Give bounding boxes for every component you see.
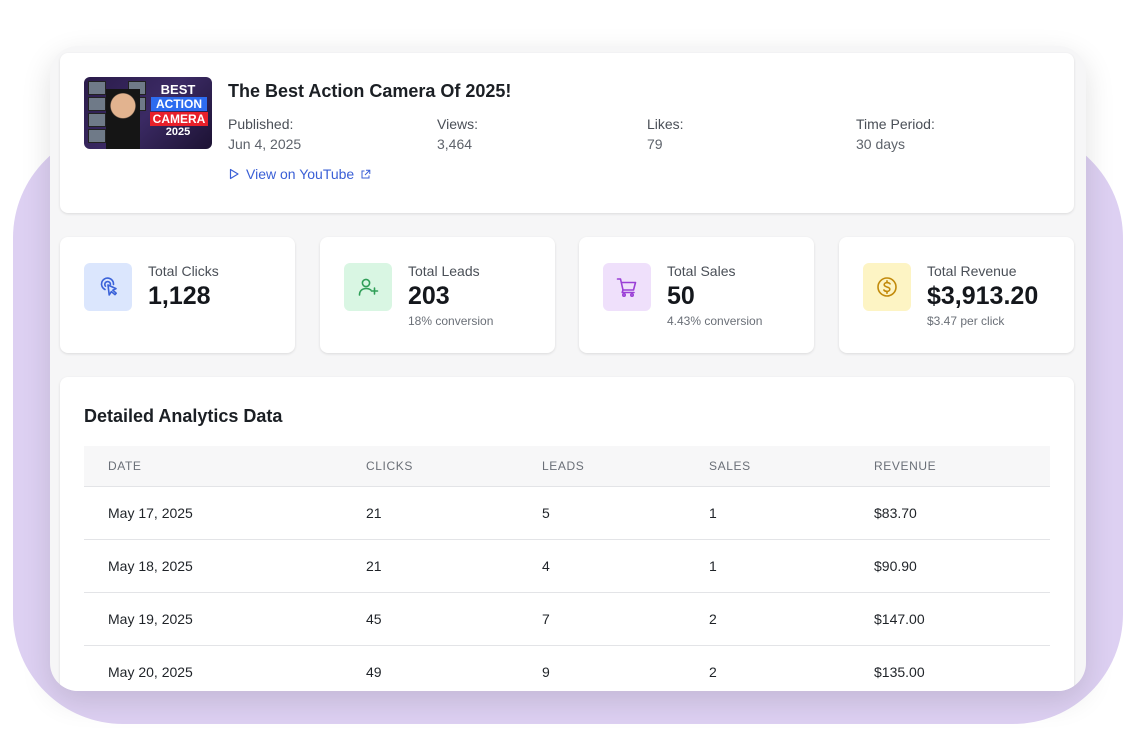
cell-clicks: 21 xyxy=(366,558,382,574)
meta-likes: Likes: 79 xyxy=(647,115,847,153)
meta-published: Published: Jun 4, 2025 xyxy=(228,115,428,153)
column-header-date[interactable]: DATE xyxy=(108,459,142,473)
analytics-table-card: Detailed Analytics Data DATE CLICKS LEAD… xyxy=(60,377,1074,691)
meta-value: 30 days xyxy=(856,136,906,152)
stat-label: Total Clicks xyxy=(148,263,219,279)
thumbnail-person xyxy=(106,89,140,149)
table-row: May 17, 2025 21 5 1 $83.70 xyxy=(84,487,1050,540)
stat-value: $3,913.20 xyxy=(927,282,1039,310)
cell-sales: 1 xyxy=(709,505,717,521)
cell-date: May 20, 2025 xyxy=(108,664,193,680)
thumbnail-text: 2025 xyxy=(165,126,191,138)
table-row: May 18, 2025 21 4 1 $90.90 xyxy=(84,540,1050,593)
youtube-link-label: View on YouTube xyxy=(246,166,355,182)
meta-label: Published: xyxy=(228,116,294,132)
cell-sales: 1 xyxy=(709,558,717,574)
meta-time-period: Time Period: 30 days xyxy=(856,115,1056,153)
stat-value: 1,128 xyxy=(148,282,211,310)
table-row: May 20, 2025 49 9 2 $135.00 xyxy=(84,646,1050,691)
stat-card-total-sales: Total Sales 50 4.43% conversion xyxy=(579,237,814,353)
video-summary-card: BEST ACTION CAMERA 2025 The Best Action … xyxy=(60,53,1074,213)
meta-value: Jun 4, 2025 xyxy=(228,136,302,152)
app-window: BEST ACTION CAMERA 2025 The Best Action … xyxy=(50,46,1086,691)
meta-views: Views: 3,464 xyxy=(437,115,637,153)
column-header-leads[interactable]: LEADS xyxy=(542,459,585,473)
view-on-youtube-link[interactable]: View on YouTube xyxy=(228,166,371,182)
cell-revenue: $90.90 xyxy=(874,558,917,574)
cell-clicks: 21 xyxy=(366,505,382,521)
cell-sales: 2 xyxy=(709,664,717,680)
stat-subtext: 18% conversion xyxy=(408,314,494,328)
thumbnail-text: ACTION xyxy=(151,97,207,111)
cell-leads: 4 xyxy=(542,558,550,574)
meta-label: Views: xyxy=(437,116,478,132)
cell-leads: 7 xyxy=(542,611,550,627)
stat-label: Total Leads xyxy=(408,263,480,279)
external-link-icon xyxy=(360,169,371,180)
cell-revenue: $135.00 xyxy=(874,664,925,680)
table-header: DATE CLICKS LEADS SALES REVENUE xyxy=(84,446,1050,487)
cell-leads: 5 xyxy=(542,505,550,521)
stat-card-total-revenue: Total Revenue $3,913.20 $3.47 per click xyxy=(839,237,1074,353)
meta-value: 79 xyxy=(647,136,663,152)
stat-card-total-clicks: Total Clicks 1,128 xyxy=(60,237,295,353)
stat-value: 50 xyxy=(667,282,695,310)
meta-value: 3,464 xyxy=(437,136,473,152)
cell-date: May 19, 2025 xyxy=(108,611,193,627)
thumbnail-text: BEST xyxy=(160,82,196,97)
table-title: Detailed Analytics Data xyxy=(84,406,283,426)
cell-revenue: $83.70 xyxy=(874,505,917,521)
cell-clicks: 45 xyxy=(366,611,382,627)
dollar-circle-icon xyxy=(863,263,911,311)
column-header-revenue[interactable]: REVENUE xyxy=(874,459,937,473)
cell-date: May 18, 2025 xyxy=(108,558,193,574)
table-row: May 19, 2025 45 7 2 $147.00 xyxy=(84,593,1050,646)
stat-subtext: $3.47 per click xyxy=(927,314,1005,328)
stat-value: 203 xyxy=(408,282,450,310)
cell-revenue: $147.00 xyxy=(874,611,925,627)
click-pointer-icon xyxy=(84,263,132,311)
stat-subtext: 4.43% conversion xyxy=(667,314,763,328)
analytics-table: DATE CLICKS LEADS SALES REVENUE May 17, … xyxy=(84,446,1050,691)
meta-label: Time Period: xyxy=(856,116,935,132)
column-header-sales[interactable]: SALES xyxy=(709,459,751,473)
thumbnail-text: CAMERA xyxy=(150,112,208,126)
stat-label: Total Revenue xyxy=(927,263,1017,279)
cell-date: May 17, 2025 xyxy=(108,505,193,521)
column-header-clicks[interactable]: CLICKS xyxy=(366,459,413,473)
stat-card-total-leads: Total Leads 203 18% conversion xyxy=(320,237,555,353)
meta-label: Likes: xyxy=(647,116,684,132)
shopping-cart-icon xyxy=(603,263,651,311)
cell-leads: 9 xyxy=(542,664,550,680)
cell-clicks: 49 xyxy=(366,664,382,680)
user-plus-icon xyxy=(344,263,392,311)
video-title: The Best Action Camera Of 2025! xyxy=(228,81,512,101)
stat-label: Total Sales xyxy=(667,263,736,279)
video-thumbnail[interactable]: BEST ACTION CAMERA 2025 xyxy=(84,77,212,149)
cell-sales: 2 xyxy=(709,611,717,627)
play-outline-icon xyxy=(228,168,240,180)
